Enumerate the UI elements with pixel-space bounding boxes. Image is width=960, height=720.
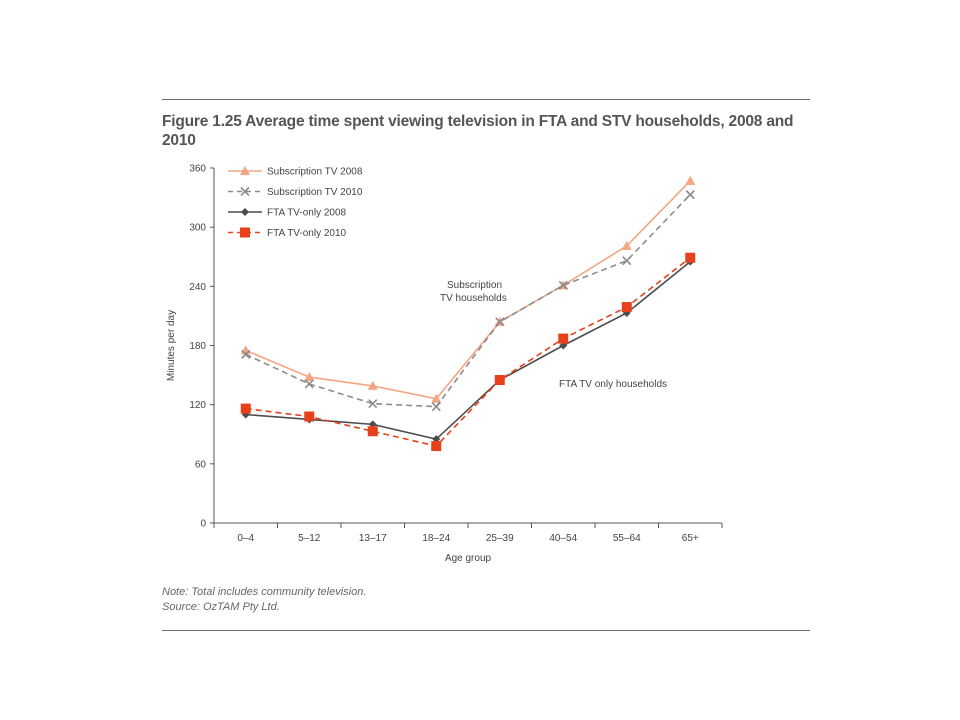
annotation-fta: FTA TV only households xyxy=(559,379,667,390)
legend-entry: FTA TV-only 2008 xyxy=(228,208,347,219)
data-point xyxy=(304,379,314,389)
x-tick-label: 55–64 xyxy=(613,533,641,544)
legend-entry: Subscription TV 2010 xyxy=(228,186,363,198)
x-axis-label: Age group xyxy=(445,553,492,564)
series-line xyxy=(245,180,691,400)
series-line xyxy=(245,257,691,447)
y-tick-label: 240 xyxy=(189,282,206,293)
series-line xyxy=(245,194,691,408)
y-tick-label: 300 xyxy=(189,223,206,234)
y-tick-label: 360 xyxy=(189,164,206,175)
legend-marker xyxy=(240,166,250,175)
data-point xyxy=(241,349,251,359)
series-1 xyxy=(241,190,695,412)
x-tick-label: 18–24 xyxy=(422,533,450,544)
y-tick-label: 60 xyxy=(195,459,207,470)
y-tick-label: 0 xyxy=(200,519,206,530)
data-point xyxy=(367,380,378,390)
legend-entry: Subscription TV 2008 xyxy=(228,166,363,178)
data-point xyxy=(304,411,315,422)
legend-marker xyxy=(240,186,250,197)
series-3 xyxy=(240,252,696,452)
legend-marker xyxy=(240,227,250,238)
data-point xyxy=(685,175,696,185)
legend-label: FTA TV-only 2010 xyxy=(267,228,347,239)
annotation-subscription-2: TV households xyxy=(440,293,507,304)
x-tick-label: 40–54 xyxy=(549,533,577,544)
chart-axes: 0 60 120 180 240 300 360 0–4 5–12 13–17 18–24 25–39… xyxy=(166,164,723,564)
data-point xyxy=(367,426,378,437)
figure-note: Note: Total includes community televisio… xyxy=(162,586,367,598)
data-point xyxy=(621,240,632,250)
x-tick-label: 0–4 xyxy=(237,533,254,544)
series-line xyxy=(245,261,691,441)
data-point xyxy=(622,256,632,266)
data-point xyxy=(558,333,569,344)
data-point xyxy=(304,372,315,382)
x-tick-label: 25–39 xyxy=(486,533,514,544)
figure-title: Figure 1.25 Average time spent viewing t… xyxy=(162,113,794,149)
x-tick-label: 13–17 xyxy=(359,533,387,544)
data-point xyxy=(240,403,251,414)
figure-source: Source: OzTAM Pty Ltd. xyxy=(162,601,280,613)
legend-label: FTA TV-only 2008 xyxy=(267,208,347,219)
annotation-subscription: Subscription xyxy=(447,280,502,291)
data-point xyxy=(431,393,442,403)
data-point xyxy=(431,402,441,412)
data-point xyxy=(495,317,505,327)
y-tick-label: 180 xyxy=(189,341,206,352)
series-layer xyxy=(240,175,696,452)
y-axis-label: Minutes per day xyxy=(166,310,177,381)
data-point xyxy=(494,375,505,386)
y-tick-label: 120 xyxy=(189,400,206,411)
chart-legend: Subscription TV 2008 Subscription TV 2010… xyxy=(228,166,363,239)
legend-label: Subscription TV 2008 xyxy=(267,167,363,178)
legend-marker xyxy=(241,208,249,216)
top-rule xyxy=(162,99,810,100)
chart-annotations: Subscription TV households FTA TV only hou… xyxy=(440,280,667,390)
x-tick-label: 5–12 xyxy=(298,533,321,544)
data-point xyxy=(685,190,695,200)
data-point xyxy=(558,280,568,290)
x-tick-label: 65+ xyxy=(682,533,699,544)
legend-entry: FTA TV-only 2010 xyxy=(228,227,347,239)
bottom-rule xyxy=(162,630,810,631)
legend-label: Subscription TV 2010 xyxy=(267,187,363,198)
data-point xyxy=(431,441,442,452)
data-point xyxy=(368,399,378,409)
data-point xyxy=(621,302,632,313)
data-point xyxy=(685,252,696,263)
